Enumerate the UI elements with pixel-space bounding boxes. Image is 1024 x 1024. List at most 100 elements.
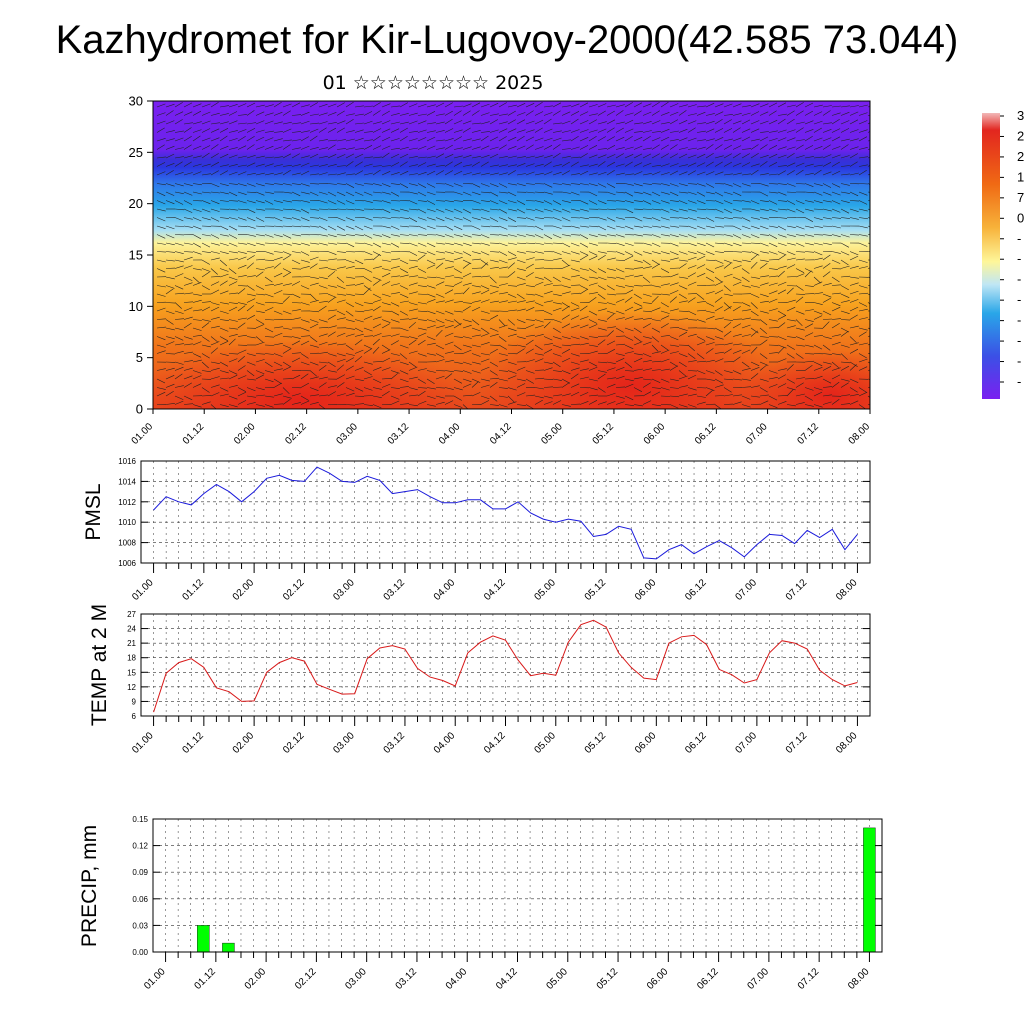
wind-barb	[570, 373, 579, 380]
wind-barb	[804, 270, 812, 278]
wind-barb	[831, 353, 841, 356]
wind-barb	[750, 234, 760, 239]
wind-barb	[165, 183, 175, 187]
wind-barb	[651, 319, 661, 322]
wind-barb	[237, 114, 247, 116]
wind-barb	[615, 276, 625, 280]
wind-barb	[732, 103, 742, 108]
wind-barb	[669, 319, 680, 321]
precip-x-tick-label: 05.00	[544, 966, 570, 992]
wind-barb	[516, 259, 526, 264]
wind-barb	[426, 370, 436, 373]
wind-barb	[696, 225, 706, 230]
wind-barb	[669, 163, 679, 167]
wind-barb	[696, 139, 706, 142]
wind-barb	[498, 242, 508, 247]
wind-barb	[795, 225, 805, 230]
wind-barb	[498, 336, 507, 342]
wind-barb	[300, 111, 310, 116]
wind-barb	[597, 276, 607, 281]
wind-barb	[669, 344, 679, 347]
wind-barb	[651, 285, 661, 288]
wind-barb	[264, 200, 274, 205]
wind-barb	[633, 102, 643, 108]
wind-barb	[696, 301, 706, 303]
wind-barb	[498, 300, 508, 303]
wind-barb	[786, 129, 796, 133]
wind-barb	[543, 200, 553, 205]
wind-barb	[777, 146, 787, 150]
wind-barb	[858, 170, 867, 176]
wind-barb	[867, 106, 870, 108]
wind-barb	[309, 394, 319, 397]
precip-y-tick-label: 0.12	[132, 842, 148, 851]
wind-barb	[741, 119, 751, 125]
wind-barb	[831, 341, 841, 346]
wind-barb	[651, 307, 661, 312]
wind-barb	[183, 322, 192, 329]
wind-barb	[309, 282, 319, 286]
wind-barb	[822, 366, 832, 371]
wind-barb	[507, 183, 517, 186]
wind-barb	[408, 183, 418, 186]
precip-y-label: PRECIP, mm	[78, 825, 101, 947]
wind-barb	[174, 310, 184, 314]
wind-barb	[390, 200, 401, 202]
wind-barb	[183, 102, 193, 108]
wind-barb	[498, 292, 508, 295]
wind-barb	[273, 382, 282, 388]
wind-barb	[318, 300, 328, 303]
wind-barb	[615, 163, 625, 167]
wind-barb	[759, 161, 768, 167]
wind-barb	[480, 191, 491, 194]
wind-barb	[813, 404, 823, 408]
wind-barb	[435, 139, 445, 142]
wind-barb	[246, 378, 256, 381]
wind-barb	[813, 361, 823, 367]
wind-barb	[534, 302, 544, 307]
wind-barb	[858, 156, 868, 159]
wind-barb	[804, 156, 814, 159]
wind-barb	[219, 200, 229, 202]
wind-barb	[480, 262, 488, 269]
wind-barb	[516, 234, 526, 237]
wind-barb	[498, 378, 508, 382]
wind-barb	[300, 251, 310, 256]
wind-barb	[480, 400, 490, 405]
wind-barb	[651, 276, 662, 278]
wind-barb	[489, 344, 500, 346]
wind-barb	[615, 268, 625, 273]
wind-barb	[552, 251, 562, 255]
wind-barb	[534, 225, 544, 231]
wind-barb	[768, 404, 778, 409]
wind-barb	[489, 136, 499, 142]
wind-barb	[516, 336, 526, 339]
wind-barb	[435, 183, 446, 185]
wind-barb	[831, 399, 840, 405]
wind-barb	[750, 261, 758, 269]
wind-barb	[525, 251, 536, 253]
wind-barb	[768, 275, 778, 278]
wind-barb	[210, 144, 219, 150]
wind-barb	[552, 353, 562, 357]
wind-barb	[246, 262, 254, 269]
wind-barb	[759, 120, 769, 125]
wind-barb	[471, 110, 480, 116]
wind-barb	[570, 324, 580, 329]
wind-barb	[588, 394, 599, 397]
wind-barb	[741, 136, 751, 142]
wind-barb	[507, 155, 517, 159]
wind-barb	[471, 291, 481, 295]
precip-x-tick-label: 03.12	[394, 966, 420, 992]
wind-barb	[615, 234, 625, 238]
wind-barb	[381, 268, 391, 271]
wind-barb	[597, 335, 608, 337]
wind-barb	[561, 225, 572, 227]
wind-barb	[444, 310, 454, 315]
wind-barb	[417, 254, 426, 261]
wind-barb	[210, 276, 221, 278]
wind-barb	[597, 268, 607, 273]
wind-barb	[354, 349, 364, 354]
wind-barb	[255, 242, 265, 246]
wind-barb	[714, 225, 724, 228]
